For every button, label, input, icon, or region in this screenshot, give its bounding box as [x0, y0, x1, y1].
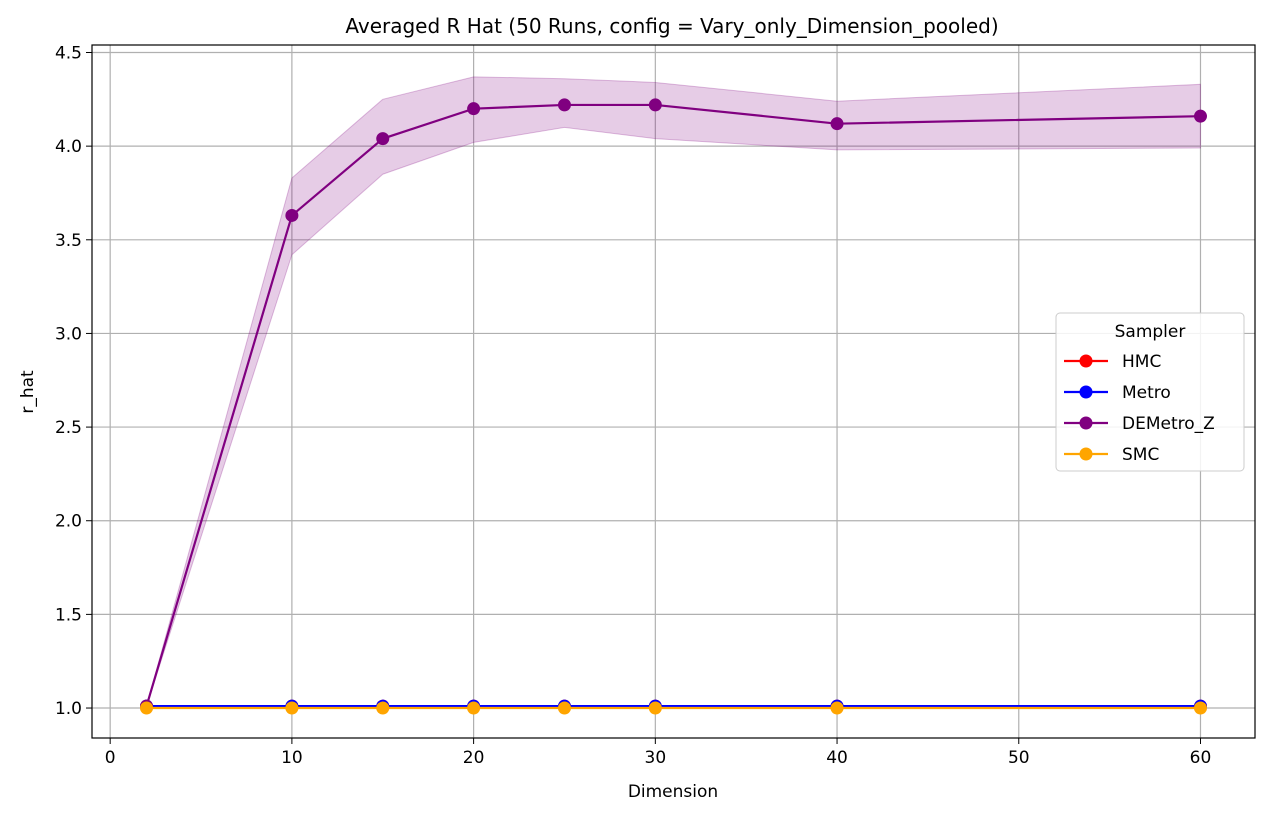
smc-point: [557, 701, 571, 715]
smc-series: [140, 701, 1207, 715]
legend-item-metro: Metro: [1064, 383, 1171, 403]
smc-point: [140, 701, 154, 715]
series-layer: [140, 98, 1207, 715]
y-tick-label: 4.5: [55, 43, 82, 63]
demetro-z-point: [467, 102, 481, 116]
y-tick-label: 2.5: [55, 418, 82, 438]
legend-label-demetro-z: DEMetro_Z: [1122, 414, 1215, 434]
metro-series: [140, 699, 1207, 713]
y-axis-label: r_hat: [18, 370, 38, 414]
smc-point: [376, 701, 390, 715]
x-tick-label: 10: [281, 748, 303, 768]
legend-marker-smc: [1079, 447, 1093, 461]
plot-frame: [91, 44, 1256, 739]
demetro-z-point: [285, 208, 299, 222]
y-tick-label: 1.5: [55, 605, 82, 625]
demetro-z-confidence-band: [146, 76, 1201, 707]
x-axis: 0 10 20 30 40 50 60: [105, 738, 1212, 768]
y-tick-label: 4.0: [55, 137, 82, 157]
legend-item-hmc: HMC: [1064, 352, 1161, 372]
y-tick-label: 3.5: [55, 231, 82, 251]
legend-marker-hmc: [1079, 354, 1093, 368]
x-tick-label: 40: [826, 748, 848, 768]
demetro-z-point: [557, 98, 571, 112]
chart-title: Averaged R Hat (50 Runs, config = Vary_o…: [345, 14, 998, 38]
legend: Sampler HMC Metro DEMetro_Z SMC: [1055, 312, 1245, 472]
legend-title: Sampler: [1115, 322, 1186, 342]
y-tick-label: 2.0: [55, 512, 82, 532]
x-tick-label: 50: [1008, 748, 1030, 768]
smc-point: [648, 701, 662, 715]
x-tick-label: 0: [105, 748, 116, 768]
y-axis: 1.0 1.5 2.0 2.5 3.0 3.5 4.0 4.5: [55, 43, 92, 719]
y-tick-label: 3.0: [55, 324, 82, 344]
demetro-z-point: [830, 117, 844, 131]
legend-label-metro: Metro: [1122, 383, 1171, 403]
smc-point: [467, 701, 481, 715]
legend-label-smc: SMC: [1122, 445, 1159, 465]
demetro-z-line: [145, 103, 1201, 707]
demetro-z-point: [648, 98, 662, 112]
legend-marker-metro: [1079, 385, 1093, 399]
smc-point: [285, 701, 299, 715]
legend-label-hmc: HMC: [1122, 352, 1161, 372]
demetro-z-point: [1193, 109, 1207, 123]
x-axis-label: Dimension: [628, 782, 718, 802]
legend-item-demetro-z: DEMetro_Z: [1064, 414, 1215, 434]
smc-point: [1193, 701, 1207, 715]
smc-point: [830, 701, 844, 715]
legend-marker-demetro-z: [1079, 416, 1093, 430]
y-tick-label: 1.0: [55, 699, 82, 719]
x-tick-label: 60: [1190, 748, 1212, 768]
x-tick-label: 30: [645, 748, 667, 768]
legend-item-smc: SMC: [1064, 445, 1159, 465]
demetro-z-point: [376, 132, 390, 146]
x-tick-label: 20: [463, 748, 485, 768]
grid: [92, 45, 1255, 738]
confidence-band-layer: [146, 76, 1201, 707]
legend-box: [1055, 312, 1245, 472]
legend-items: HMC Metro DEMetro_Z SMC: [1064, 352, 1215, 465]
